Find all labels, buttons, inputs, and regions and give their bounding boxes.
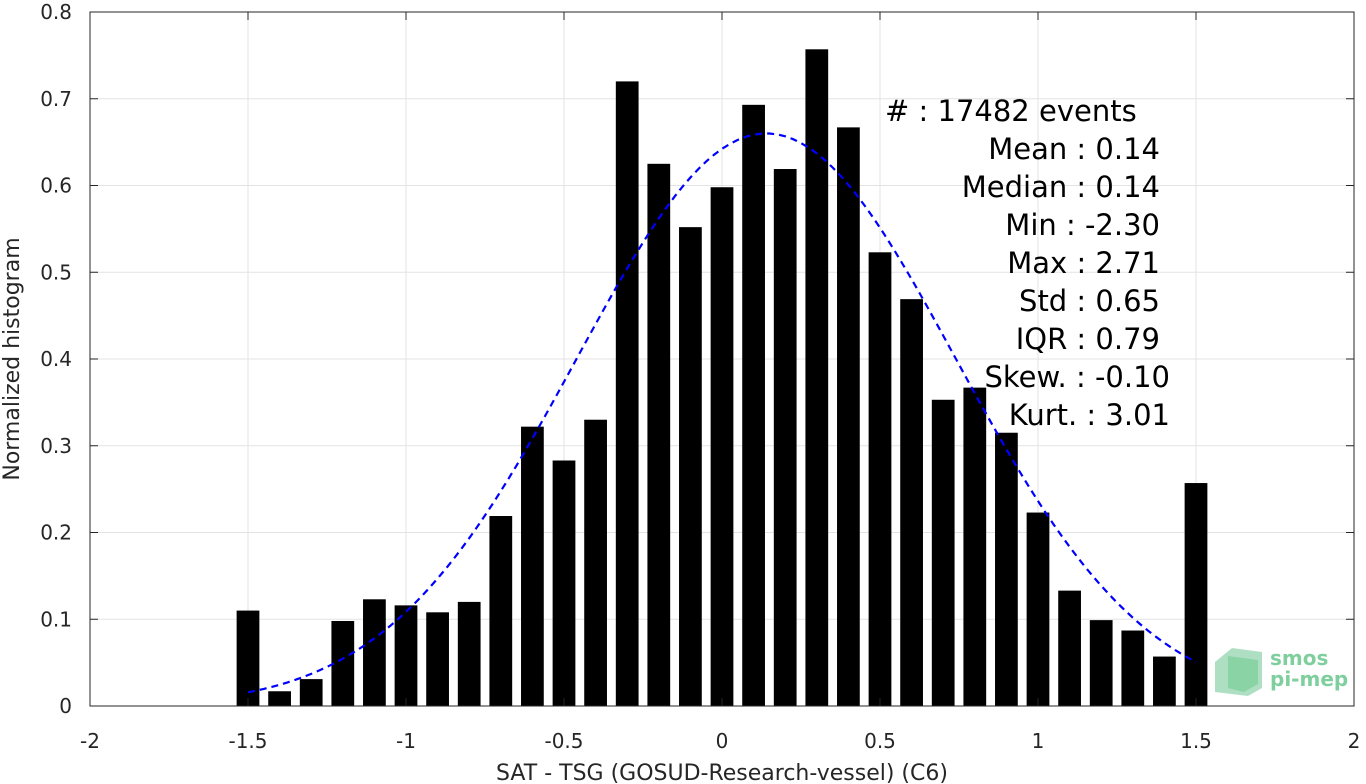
logo-mark-shade: [1228, 656, 1258, 692]
y-tick-label: 0.1: [40, 607, 72, 631]
histogram-bar: [1184, 483, 1208, 706]
y-axis-label: Normalized histogram: [0, 237, 25, 480]
histogram-bar: [710, 187, 734, 707]
x-tick-label: 1: [1032, 729, 1045, 753]
y-tick-label: 0.5: [40, 260, 72, 284]
histogram-bar: [1121, 630, 1145, 706]
histogram-bar: [647, 163, 671, 706]
histogram-bar: [1026, 512, 1050, 706]
x-tick-label: -1: [396, 729, 416, 753]
y-tick-label: 0.4: [40, 347, 72, 371]
histogram-bar: [1089, 620, 1113, 706]
x-tick-label: -2: [80, 729, 100, 753]
smos-pimep-logo: smos pi-mep: [1215, 646, 1348, 696]
y-tick-label: 0.8: [40, 0, 72, 24]
histogram-bar: [236, 610, 260, 706]
x-tick-label: -1.5: [228, 729, 267, 753]
histogram-bar: [742, 104, 765, 706]
x-axis-ticks: -2 -1.5 -1 -0.5 0 0.5 1 1.5 2: [80, 12, 1360, 753]
logo-text-pimep: pi-mep: [1270, 667, 1348, 691]
histogram-bar: [268, 691, 291, 706]
histogram-bar: [299, 679, 323, 706]
stat-line: Max : 2.71: [1007, 246, 1160, 280]
x-tick-label: -0.5: [544, 729, 583, 753]
histogram-bar: [615, 81, 639, 706]
histogram-bar: [837, 127, 860, 706]
x-tick-label: 0.5: [864, 729, 896, 753]
x-tick-label: 0: [716, 729, 729, 753]
stat-line: Median : 0.14: [962, 170, 1160, 204]
histogram-bar: [331, 620, 355, 706]
y-tick-label: 0.3: [40, 434, 72, 458]
histogram-bar: [963, 387, 987, 706]
stat-line: Mean : 0.14: [988, 132, 1160, 166]
histogram-bar: [1058, 590, 1081, 706]
histogram-bar: [805, 49, 829, 707]
x-tick-label: 1.5: [1180, 729, 1212, 753]
statistics-annotation: # : 17482 events Mean : 0.14 Median : 0.14…: [885, 94, 1170, 432]
stat-line: IQR : 0.79: [1016, 322, 1160, 356]
histogram-bar: [426, 612, 449, 706]
histogram-bar: [1153, 656, 1176, 706]
y-tick-label: 0.2: [40, 521, 72, 545]
histogram-bar: [995, 432, 1018, 706]
y-axis-ticks: 0 0.1 0.2 0.3 0.4 0.5 0.6 0.7 0.8: [40, 0, 1354, 718]
stat-line: Min : -2.30: [1005, 208, 1160, 242]
histogram-bar: [773, 169, 797, 706]
histogram-bar: [521, 426, 544, 706]
histogram-bar: [394, 605, 418, 706]
histogram-bar: [489, 516, 513, 706]
gaussian-fit-curve: [247, 132, 1197, 694]
histogram-bar: [552, 460, 576, 706]
histogram-bar: [679, 227, 702, 706]
stat-line: # : 17482 events: [885, 94, 1137, 128]
histogram-bar: [900, 299, 923, 706]
histogram-bar: [931, 399, 955, 706]
logo-text-smos: smos: [1270, 646, 1328, 670]
stat-line: Std : 0.65: [1019, 284, 1160, 318]
y-tick-label: 0: [59, 694, 72, 718]
histogram-bar: [584, 419, 607, 706]
x-tick-label: 2: [1348, 729, 1361, 753]
y-tick-label: 0.6: [40, 174, 72, 198]
stat-line: Skew. : -0.10: [984, 360, 1170, 394]
histogram-bar: [457, 601, 481, 706]
histogram-bars: [236, 49, 1208, 707]
histogram-bar: [868, 252, 892, 707]
histogram-bar: [363, 599, 386, 706]
y-tick-label: 0.7: [40, 87, 72, 111]
x-axis-label: SAT - TSG (GOSUD-Research-vessel) (C6): [496, 761, 948, 784]
stat-line: Kurt. : 3.01: [1009, 398, 1170, 432]
